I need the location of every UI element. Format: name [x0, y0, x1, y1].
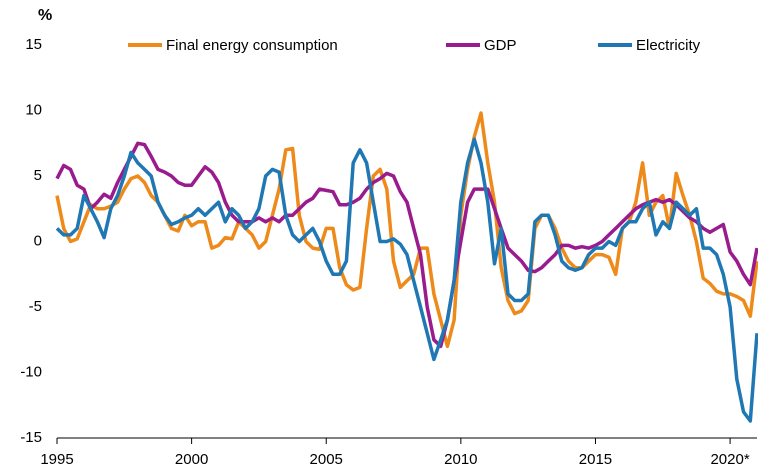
y-tick-label: 15: [25, 36, 42, 53]
data-line: [55, 141, 758, 349]
x-tick-label: 2000: [175, 451, 208, 468]
x-tick-label: 2020*: [710, 451, 749, 468]
y-tick-label: -10: [20, 363, 42, 380]
x-tick-label: 2015: [579, 451, 612, 468]
x-tick-label: 2005: [310, 451, 343, 468]
y-axis-unit: %: [38, 7, 52, 24]
legend-label: Final energy consumption: [166, 37, 338, 54]
y-tick-label: 10: [25, 101, 42, 118]
x-tick-label: 2010: [444, 451, 477, 468]
y-tick-label: -15: [20, 429, 42, 446]
legend-label: Electricity: [636, 37, 701, 54]
data-line: [55, 111, 758, 349]
data-line: [55, 137, 758, 423]
y-tick-label: 5: [34, 167, 42, 184]
legend-label: GDP: [484, 37, 517, 54]
y-tick-label: 0: [34, 232, 42, 249]
x-tick-label: 1995: [40, 451, 73, 468]
y-tick-label: -5: [29, 298, 42, 315]
